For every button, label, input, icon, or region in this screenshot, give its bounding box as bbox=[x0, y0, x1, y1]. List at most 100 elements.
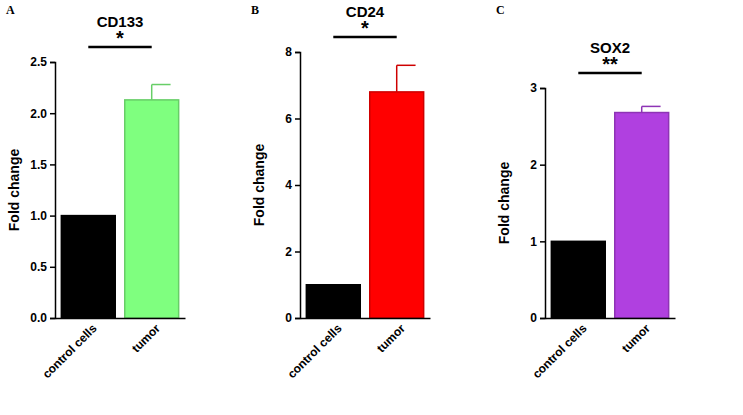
y-tick-mark bbox=[295, 185, 300, 187]
x-tick-label: tumor bbox=[374, 321, 408, 355]
y-tick: 0 bbox=[530, 311, 545, 325]
y-axis-line bbox=[295, 53, 301, 319]
y-axis: 0.0 0.5 1.0 1.5 2.0 2.5 bbox=[30, 55, 55, 325]
y-tick: 8 bbox=[285, 45, 300, 59]
y-tick: 0.0 bbox=[30, 311, 55, 325]
x-axis-line bbox=[301, 318, 431, 320]
x-tick: control cells bbox=[40, 318, 100, 381]
y-tick-mark bbox=[295, 251, 300, 253]
bar bbox=[61, 216, 115, 318]
y-tick-mark bbox=[295, 52, 300, 54]
bar bbox=[370, 92, 424, 318]
error-bar bbox=[152, 85, 171, 100]
y-tick-label: 6 bbox=[285, 112, 292, 126]
y-tick-mark bbox=[540, 88, 545, 90]
x-tick-label: control cells bbox=[530, 321, 590, 381]
y-tick-label: 0.0 bbox=[30, 311, 47, 325]
y-tick-label: 1.5 bbox=[30, 158, 47, 172]
y-tick-mark bbox=[50, 164, 55, 166]
y-tick: 0 bbox=[285, 311, 300, 325]
y-tick-mark bbox=[50, 62, 55, 64]
error-bar-stem bbox=[151, 85, 153, 100]
y-tick: 2 bbox=[530, 158, 545, 172]
figure: ACD1330.00.51.01.52.02.5Fold changecontr… bbox=[0, 0, 743, 415]
y-tick-label: 0.5 bbox=[30, 260, 47, 274]
panel-label: A bbox=[6, 3, 15, 17]
error-bar bbox=[397, 65, 416, 92]
y-tick-mark bbox=[540, 318, 545, 320]
x-axis-line bbox=[546, 318, 676, 320]
error-bar-stem bbox=[396, 65, 398, 92]
x-tick: control cells bbox=[285, 318, 345, 381]
y-tick-mark bbox=[50, 215, 55, 217]
error-bar bbox=[642, 106, 661, 112]
x-tick-label: tumor bbox=[619, 321, 653, 355]
y-axis-title: Fold change bbox=[251, 144, 267, 227]
y-tick: 2.0 bbox=[30, 107, 55, 121]
y-tick-label: 1 bbox=[530, 235, 537, 249]
marks bbox=[551, 106, 668, 318]
y-tick: 2.5 bbox=[30, 55, 55, 69]
y-tick: 4 bbox=[285, 178, 300, 192]
error-bar-cap bbox=[397, 65, 416, 67]
y-tick: 0.5 bbox=[30, 260, 55, 274]
y-tick-label: 2 bbox=[530, 158, 537, 172]
y-tick: 1.0 bbox=[30, 209, 55, 223]
y-tick-mark bbox=[295, 318, 300, 320]
plot: CD1330.00.51.01.52.02.5Fold changecontro… bbox=[6, 13, 186, 381]
bar bbox=[551, 241, 605, 318]
y-tick-label: 2.0 bbox=[30, 107, 47, 121]
y-tick-label: 2.5 bbox=[30, 55, 47, 69]
panel: ACD1330.00.51.01.52.02.5Fold changecontr… bbox=[6, 3, 186, 381]
panel-label: B bbox=[251, 3, 259, 17]
marks bbox=[306, 65, 423, 318]
y-tick-mark bbox=[50, 113, 55, 115]
y-tick: 6 bbox=[285, 112, 300, 126]
significance-label: ** bbox=[602, 53, 618, 75]
y-tick-label: 8 bbox=[285, 45, 292, 59]
plot: SOX20123Fold changecontrol cellstumor** bbox=[496, 39, 676, 381]
y-axis-title: Fold change bbox=[496, 162, 512, 245]
plot: CD2402468Fold changecontrol cellstumor* bbox=[251, 3, 431, 381]
x-tick: tumor bbox=[129, 318, 163, 355]
panel: BCD2402468Fold changecontrol cellstumor* bbox=[251, 3, 431, 381]
x-axis: control cells tumor bbox=[530, 318, 676, 381]
y-tick: 1 bbox=[530, 235, 545, 249]
error-bar-cap bbox=[642, 106, 661, 108]
marks bbox=[61, 85, 178, 318]
x-tick: tumor bbox=[619, 318, 653, 355]
y-tick: 1.5 bbox=[30, 158, 55, 172]
y-tick-mark bbox=[50, 318, 55, 320]
y-axis: 0 1 2 3 bbox=[530, 81, 545, 325]
bar bbox=[125, 100, 179, 318]
y-axis-line bbox=[50, 63, 56, 319]
error-bar-cap bbox=[152, 84, 171, 86]
x-axis: control cells tumor bbox=[40, 318, 186, 381]
bar bbox=[615, 113, 669, 318]
y-tick-label: 2 bbox=[285, 245, 292, 259]
x-tick-label: control cells bbox=[285, 321, 345, 381]
x-tick: tumor bbox=[374, 318, 408, 355]
y-tick-mark bbox=[295, 118, 300, 120]
significance-label: * bbox=[361, 17, 369, 39]
x-tick-label: tumor bbox=[129, 321, 163, 355]
y-tick: 2 bbox=[285, 245, 300, 259]
y-tick-label: 4 bbox=[285, 178, 292, 192]
y-axis-title: Fold change bbox=[6, 149, 22, 232]
y-tick-label: 1.0 bbox=[30, 209, 47, 223]
y-tick-label: 0 bbox=[285, 311, 292, 325]
significance-label: * bbox=[116, 27, 124, 49]
bar bbox=[306, 285, 360, 318]
x-tick: control cells bbox=[530, 318, 590, 381]
y-tick: 3 bbox=[530, 81, 545, 95]
error-bar-stem bbox=[641, 106, 643, 112]
panel: CSOX20123Fold changecontrol cellstumor** bbox=[496, 3, 676, 381]
y-tick-label: 0 bbox=[530, 311, 537, 325]
panel-label: C bbox=[496, 3, 505, 17]
y-tick-mark bbox=[540, 241, 545, 243]
y-axis: 0 2 4 6 8 bbox=[285, 45, 300, 325]
y-tick-mark bbox=[50, 267, 55, 269]
x-tick-label: control cells bbox=[40, 321, 100, 381]
y-tick-label: 3 bbox=[530, 81, 537, 95]
y-tick-mark bbox=[540, 164, 545, 166]
